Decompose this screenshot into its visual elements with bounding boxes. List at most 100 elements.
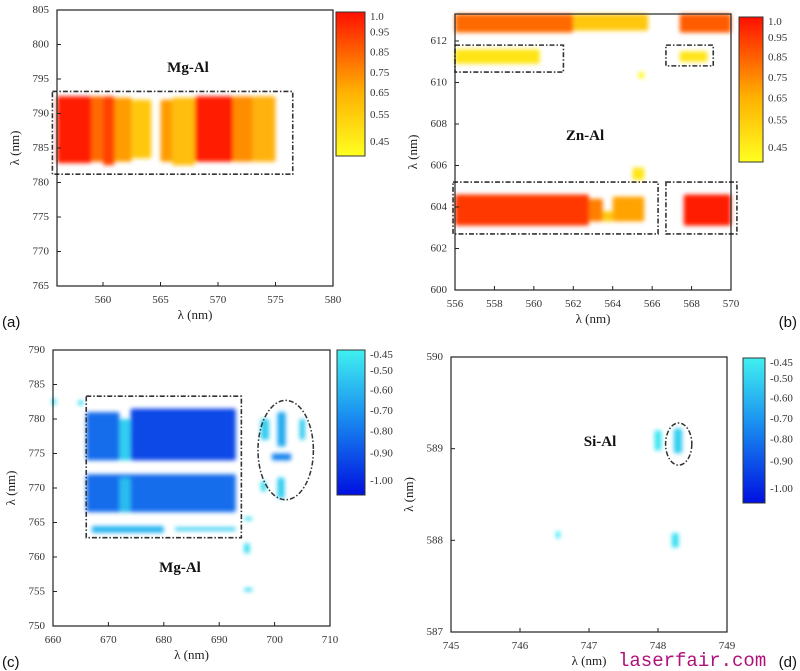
colorbar-tick-label: -0.70 [770,413,793,425]
heatmap-cell [91,525,164,533]
panel-label: (a) [2,314,20,331]
colorbar-tick-label: -0.70 [370,405,393,417]
heatmap-cell [86,412,120,461]
x-axis-label: λ (nm) [576,311,611,326]
x-axis-label: λ (nm) [178,307,213,322]
heatmap-cell [679,14,731,33]
x-tick-label: 700 [266,634,283,646]
y-tick-label: 604 [431,201,448,213]
heatmap-cell [195,96,233,162]
y-tick-label: 770 [33,246,50,258]
colorbar-tick-label: 0.95 [370,27,390,39]
panel-d: 745 746 747 748 749 587 588 589 590 λ (nm) λ (nm) S… [401,351,797,671]
y-tick-label: 589 [427,443,444,455]
y-axis-label: λ (nm) [7,131,22,166]
y-tick-label: 600 [431,284,448,296]
y-axis-label: λ (nm) [405,135,420,170]
y-tick-label: 608 [431,118,448,130]
heatmap-cell [252,96,276,162]
colorbar-tick-label: -0.60 [370,385,393,397]
colorbar-tick-label: 0.95 [768,32,788,44]
heatmap-cell [612,196,645,222]
heatmap-cell [119,419,131,461]
colorbar-tick-label: -0.90 [370,448,393,460]
heatmap-layer [51,398,306,592]
heatmap-cell [277,412,286,447]
heatmap-cell [638,72,645,79]
colorbar-tick-label: 0.75 [370,67,390,79]
highlight-box [85,395,243,539]
y-tick-label: 790 [33,108,50,120]
heatmap-cell [455,14,574,33]
y-tick-label: 775 [33,211,50,223]
colorbar-tick-label: -1.00 [370,475,393,487]
panel-b: 556 558 560 562 564 566 568 570 600 602 604 606 608 6… [405,13,797,331]
heatmap-cell [260,419,270,440]
colorbar-tick-label: 0.65 [370,87,390,99]
heatmap-cell [244,588,253,592]
heatmap-cell [77,400,84,406]
x-tick-label: 570 [210,294,227,306]
y-axis-label: λ (nm) [401,477,416,512]
heatmap-cell [114,97,132,162]
colorbar-tick-label: 0.65 [768,93,788,105]
heatmap-cell [632,167,645,181]
panel-a: 560 565 570 575 580 765 770 775 780 785 790 795 800 8… [2,4,390,331]
y-tick-label: 790 [29,344,46,356]
highlight-box [51,90,294,176]
heatmap-cell [103,96,115,166]
plot-frame [450,356,728,633]
highlight-box [665,44,715,67]
panel-label: (c) [2,654,20,671]
highlight-ellipse [664,422,693,466]
x-tick-label: 690 [211,634,228,646]
colorbar-tick-label: -0.50 [770,373,793,385]
heatmap-cell [673,428,683,454]
heatmap-layer [555,428,683,548]
panel-label: (d) [779,654,797,671]
x-tick-label: 745 [443,640,460,652]
colorbar [738,16,764,163]
highlight-box [665,181,738,235]
y-tick-label: 750 [29,620,46,632]
x-tick-label: 748 [650,640,667,652]
highlight-box [454,44,565,73]
y-tick-label: 775 [29,448,46,460]
heatmap-cell [86,474,236,513]
y-tick-label: 780 [29,413,46,425]
heatmap-layer [57,96,276,166]
highlight-ellipse [257,399,315,501]
colorbar-tick-label: 0.85 [370,46,390,58]
x-tick-label: 562 [565,298,582,310]
heatmap-cell [271,453,292,461]
heatmap-cell [119,477,131,513]
heatmap-cell [589,198,603,222]
y-tick-label: 795 [33,73,50,85]
colorbar [742,357,766,504]
y-tick-label: 588 [427,534,444,546]
colorbar [335,11,366,157]
heatmap-cell [91,96,103,162]
heatmap-cell [277,477,285,499]
y-tick-label: 606 [431,159,448,171]
y-tick-label: 602 [431,242,448,254]
heatmap-cell [130,408,236,461]
colorbar-tick-label: -0.80 [370,426,393,438]
panel-c: 660 670 680 690 700 710 750 755 760 765 770 775 780 7… [2,344,393,671]
x-tick-label: 560 [95,294,112,306]
heatmap-cell [160,99,172,162]
heatmap-cell [260,481,267,492]
x-axis-label: λ (nm) [174,647,209,662]
heatmap-cell [573,14,649,31]
panel-title: Mg-Al [159,560,201,576]
x-tick-label: 556 [447,298,464,310]
heatmap-cell [555,531,561,539]
colorbar-tick-label: -0.50 [370,365,393,377]
y-tick-label: 755 [29,586,46,598]
y-tick-label: 785 [29,379,46,391]
heatmap-cell [602,211,613,222]
y-tick-label: 587 [427,626,444,638]
colorbar-tick-label: 0.45 [768,142,788,154]
colorbar [336,349,366,496]
